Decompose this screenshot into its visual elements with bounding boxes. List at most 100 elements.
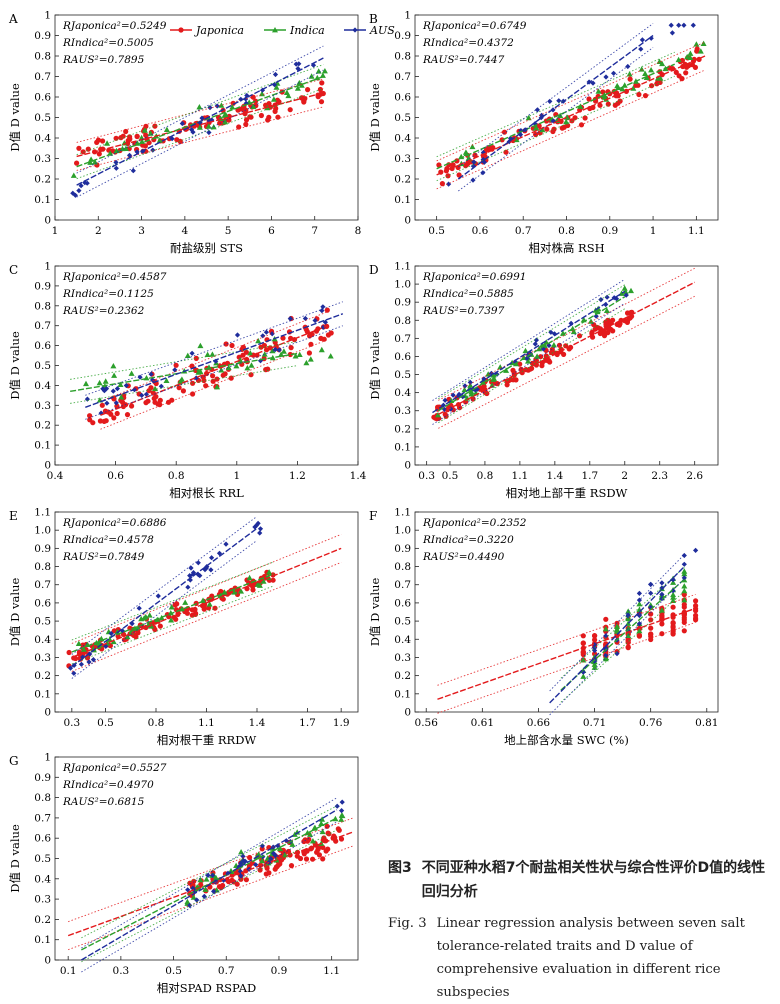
data-point-japonica — [253, 98, 259, 104]
data-point-indica — [490, 376, 497, 382]
data-point-japonica — [285, 848, 292, 855]
data-point-japonica — [87, 417, 93, 423]
data-point-japonica — [306, 836, 312, 843]
y-tick-label: 0.8 — [394, 51, 411, 63]
data-point-japonica — [97, 418, 103, 424]
data-point-japonica — [111, 628, 117, 634]
data-point-aus — [190, 129, 196, 135]
data-point-japonica — [693, 617, 699, 623]
data-point-japonica — [287, 107, 293, 113]
data-point-indica — [630, 85, 637, 91]
data-point-indica — [229, 104, 236, 110]
data-point-japonica — [114, 410, 120, 417]
data-point-aus — [123, 382, 129, 389]
data-point-indica — [675, 56, 682, 63]
x-tick-label: 0.3 — [418, 470, 435, 482]
data-point-japonica — [66, 649, 72, 656]
data-point-japonica — [206, 605, 212, 611]
data-point-indica — [580, 673, 587, 679]
r2-label-indica: RIndica²=0.5885 — [422, 288, 514, 300]
data-point-aus — [659, 591, 665, 597]
caption-cn-text: 不同亚种水稻7个耐盐相关性状与综合性评价D值的线性回归分析 — [421, 860, 766, 900]
data-point-aus — [238, 873, 244, 879]
data-point-indica — [206, 601, 213, 607]
data-point-aus — [532, 341, 538, 347]
x-tick-label: 0.8 — [148, 717, 165, 729]
data-point-indica — [270, 96, 277, 102]
data-point-aus — [481, 376, 487, 382]
data-point-indica — [636, 601, 643, 607]
data-point-indica — [321, 68, 328, 74]
data-point-indica — [184, 352, 191, 358]
x-tick-label: 3 — [138, 225, 145, 237]
data-point-japonica — [99, 402, 105, 408]
y-tick-label: 0.7 — [394, 333, 411, 345]
x-tick-label: 1.1 — [323, 965, 340, 977]
fit-line-indica — [71, 573, 275, 653]
data-point-aus — [524, 355, 530, 361]
data-point-aus — [108, 630, 114, 637]
x-tick-label: 0.66 — [527, 717, 551, 729]
data-point-indica — [485, 371, 492, 377]
fit-line-aus — [80, 809, 338, 961]
data-point-indica — [681, 568, 688, 574]
data-point-aus — [670, 577, 676, 583]
y-tick-label: 0.3 — [394, 652, 411, 664]
data-point-japonica — [254, 352, 260, 358]
data-point-indica — [591, 664, 598, 670]
data-point-aus — [480, 149, 486, 156]
data-point-japonica — [318, 335, 324, 341]
data-point-indica — [80, 646, 87, 652]
panel-b: B 0 0.1 0.2 0.3 0.4 0.5 0.6 0.7 0.8 0.9 1 0.5 0.6 0.7 0… — [368, 10, 719, 255]
y-tick-label: 0.1 — [394, 194, 411, 206]
data-point-aus — [137, 374, 143, 380]
y-tick-label: 0.9 — [34, 543, 51, 555]
data-point-aus — [659, 580, 665, 586]
data-point-indica — [283, 89, 290, 95]
y-tick-label: 0.3 — [394, 405, 411, 417]
data-point-japonica — [559, 125, 565, 131]
data-point-japonica — [481, 383, 487, 389]
y-tick-label: 0.4 — [394, 387, 411, 399]
y-tick-label: 0.9 — [394, 297, 411, 309]
data-point-japonica — [223, 341, 229, 347]
r2-label-japonica: RJaponica²=0.6886 — [62, 517, 167, 529]
data-point-indica — [658, 607, 665, 613]
data-point-japonica — [693, 598, 699, 604]
data-point-japonica — [592, 326, 598, 332]
data-point-aus — [143, 391, 149, 397]
data-point-japonica — [445, 173, 451, 179]
caption-en-text: Linear regression analysis between seven… — [436, 916, 745, 1000]
data-point-japonica — [318, 99, 325, 105]
x-tick-label: 1.9 — [333, 717, 350, 729]
fit-line-indica — [437, 296, 626, 412]
data-point-aus — [302, 315, 308, 322]
data-point-japonica — [582, 115, 588, 121]
data-point-japonica — [659, 621, 665, 627]
data-point-japonica — [193, 610, 199, 616]
data-point-aus — [130, 168, 136, 174]
ci-lower-indica — [76, 88, 324, 180]
data-point-indica — [638, 66, 645, 72]
ci-lower-japonica — [438, 295, 695, 429]
data-point-indica — [246, 574, 253, 581]
x-tick-label: 0.7 — [515, 225, 532, 237]
x-tick-label: 0.56 — [415, 717, 439, 729]
data-point-aus — [255, 520, 261, 526]
y-tick-label: 1 — [404, 10, 411, 22]
data-point-indica — [163, 126, 170, 132]
data-point-indica — [225, 364, 232, 371]
data-point-aus — [611, 70, 617, 76]
data-point-indica — [247, 350, 254, 356]
data-point-indica — [636, 627, 643, 634]
legend-marker-indica — [272, 27, 278, 33]
y-tick-label: 1.1 — [394, 507, 411, 519]
data-point-indica — [202, 886, 209, 892]
y-tick-label: 0.6 — [34, 833, 51, 845]
data-point-aus — [82, 180, 88, 186]
legend-label-indica: Indica — [289, 24, 325, 37]
data-point-indica — [255, 337, 262, 344]
data-point-indica — [643, 74, 650, 80]
ci-lower-aus — [81, 821, 338, 973]
fit-line-indica — [436, 63, 675, 170]
